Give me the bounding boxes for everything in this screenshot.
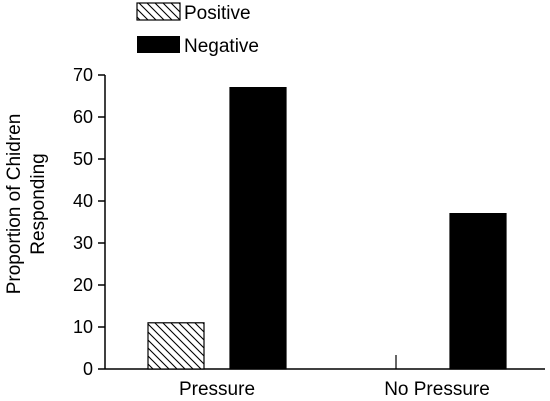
legend-label-positive: Positive bbox=[184, 3, 251, 24]
y-tick-label: 0 bbox=[83, 359, 93, 379]
category-label: No Pressure bbox=[384, 379, 490, 400]
category-label: Pressure bbox=[179, 379, 255, 400]
legend-item-negative: Negative bbox=[137, 36, 259, 57]
bar-positive-pressure bbox=[147, 322, 205, 370]
y-tick-label: 10 bbox=[73, 317, 93, 337]
legend-swatch-positive bbox=[136, 2, 181, 21]
y-ticks: 0 10 20 30 40 50 60 70 bbox=[73, 65, 105, 379]
category-labels: Pressure No Pressure bbox=[179, 379, 490, 400]
legend-label-negative: Negative bbox=[184, 36, 259, 57]
bars bbox=[147, 86, 507, 370]
y-tick-label: 70 bbox=[73, 65, 93, 85]
y-axis-label-line-2: Responding bbox=[28, 153, 49, 254]
bar-negative-pressure bbox=[229, 86, 287, 370]
y-tick-label: 20 bbox=[73, 275, 93, 295]
legend-item-positive: Positive bbox=[136, 2, 251, 24]
y-axis-label-line-1: Proportion of Chidren bbox=[4, 114, 25, 295]
y-tick-label: 50 bbox=[73, 149, 93, 169]
bar-negative-no-pressure bbox=[449, 213, 507, 370]
y-tick-label: 40 bbox=[73, 191, 93, 211]
y-axis-label: Proportion of Chidren Responding bbox=[4, 114, 49, 295]
legend: Positive Negative bbox=[136, 2, 259, 57]
legend-swatch-negative bbox=[137, 36, 180, 53]
y-tick-label: 60 bbox=[73, 107, 93, 127]
y-tick-label: 30 bbox=[73, 233, 93, 253]
